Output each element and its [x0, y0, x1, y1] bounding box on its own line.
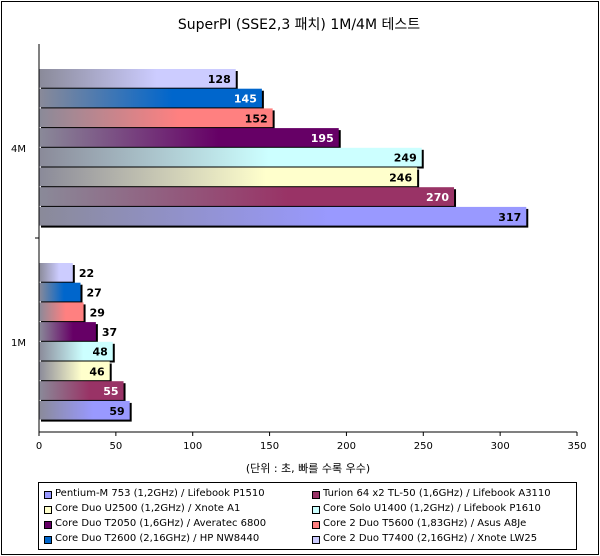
data-label: 270 — [426, 191, 449, 204]
bar — [39, 167, 418, 187]
legend-swatch — [44, 506, 52, 514]
legend: Pentium-M 753 (1,2GHz) / Lifebook P1510 T… — [38, 482, 577, 550]
bar — [39, 302, 84, 322]
bar — [39, 88, 262, 108]
bar — [39, 381, 124, 400]
data-label: 48 — [92, 346, 107, 359]
bar — [39, 187, 455, 206]
legend-swatch — [312, 536, 320, 544]
x-tick-label: 0 — [36, 441, 42, 452]
legend-swatch — [44, 536, 52, 544]
data-label: 128 — [208, 73, 231, 86]
data-label: 37 — [102, 326, 117, 339]
legend-swatch — [44, 491, 52, 499]
legend-entry: Core 2 Duo T7400 (2,16GHz) / Xnote LW25 — [323, 533, 538, 544]
legend-swatch — [312, 506, 320, 514]
data-label: 22 — [79, 267, 94, 280]
x-tick-label: 350 — [567, 441, 586, 452]
x-tick-label: 150 — [260, 441, 279, 452]
legend-swatch — [312, 521, 320, 529]
bar — [39, 400, 130, 420]
category-label: 1M — [11, 338, 26, 349]
bar — [39, 341, 113, 361]
bar — [39, 147, 422, 167]
data-label: 246 — [389, 171, 412, 184]
legend-entry: Turion 64 x2 TL-50 (1,6GHz) / Lifebook A… — [323, 488, 551, 499]
bar — [39, 361, 110, 381]
data-label: 145 — [234, 93, 257, 106]
data-label: 249 — [394, 152, 417, 165]
legend-entry: Core Duo T2600 (2,16GHz) / HP NW8440 — [55, 533, 260, 544]
bar — [39, 128, 339, 147]
category-label: 4M — [11, 144, 26, 155]
legend-entry: Core Duo T2050 (1,6GHz) / Averatec 6800 — [55, 518, 267, 529]
data-label: 195 — [311, 132, 334, 145]
x-tick-label: 50 — [109, 441, 122, 452]
data-label: 59 — [109, 405, 124, 418]
bar — [39, 263, 73, 282]
x-tick-label: 300 — [491, 441, 510, 452]
data-label: 46 — [89, 365, 105, 378]
data-label: 29 — [90, 306, 105, 319]
legend-entry: Core Solo U1400 (1,2GHz) / Lifebook P161… — [323, 503, 541, 514]
legend-entry: Core Duo U2500 (1,2GHz) / Xnote A1 — [55, 503, 241, 514]
bar — [39, 69, 236, 88]
x-tick-label: 100 — [183, 441, 202, 452]
chart-title: SuperPI (SSE2,3 패치) 1M/4M 테스트 — [177, 17, 421, 33]
bar — [39, 206, 527, 226]
bar — [39, 322, 96, 341]
data-label: 152 — [245, 112, 268, 125]
bar — [39, 108, 273, 128]
x-tick-label: 250 — [414, 441, 433, 452]
legend-swatch — [44, 521, 52, 529]
x-axis-label: (단위 : 초, 빠를 수록 우수) — [245, 462, 371, 475]
data-label: 27 — [87, 287, 102, 300]
legend-entry: Core 2 Duo T5600 (1,83GHz) / Asus A8Je — [323, 518, 527, 529]
legend-entry: Pentium-M 753 (1,2GHz) / Lifebook P1510 — [55, 488, 265, 499]
legend-swatch — [312, 491, 320, 499]
bar — [39, 282, 81, 302]
data-label: 317 — [498, 211, 521, 224]
data-label: 55 — [103, 385, 118, 398]
x-tick-label: 200 — [337, 441, 356, 452]
